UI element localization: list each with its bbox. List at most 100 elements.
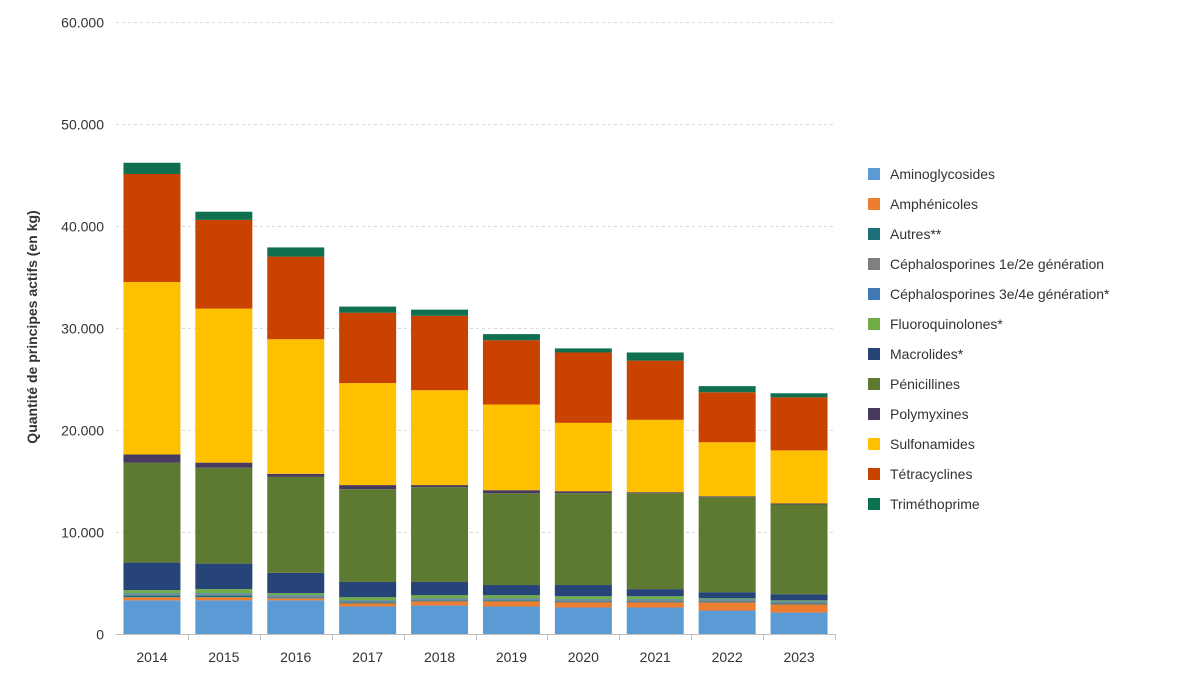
bar-segment[interactable] bbox=[195, 467, 253, 564]
bar-segment[interactable] bbox=[411, 599, 469, 601]
bar-segment[interactable] bbox=[554, 607, 612, 634]
bar-segment[interactable] bbox=[626, 493, 684, 590]
bar-segment[interactable] bbox=[482, 599, 540, 601]
bar-segment[interactable] bbox=[123, 454, 181, 463]
bar-segment[interactable] bbox=[770, 612, 828, 634]
bar-segment[interactable] bbox=[626, 602, 684, 608]
bar-segment[interactable] bbox=[267, 597, 325, 599]
bar-segment[interactable] bbox=[698, 598, 756, 600]
bar-segment[interactable] bbox=[482, 598, 540, 600]
bar-segment[interactable] bbox=[482, 490, 540, 494]
bar-segment[interactable] bbox=[770, 600, 828, 602]
bar-segment[interactable] bbox=[339, 603, 397, 607]
bar-segment[interactable] bbox=[411, 309, 469, 316]
bar-segment[interactable] bbox=[626, 607, 684, 634]
bar-segment[interactable] bbox=[698, 601, 756, 603]
bar-segment[interactable] bbox=[411, 315, 469, 391]
bar-segment[interactable] bbox=[698, 592, 756, 599]
legend-item[interactable]: Céphalosporines 1e/2e génération bbox=[868, 256, 1104, 272]
bar-segment[interactable] bbox=[123, 462, 181, 563]
bar-segment[interactable] bbox=[411, 581, 469, 596]
legend-item[interactable]: Pénicillines bbox=[868, 376, 960, 392]
bar-segment[interactable] bbox=[626, 601, 684, 603]
bar-segment[interactable] bbox=[626, 492, 684, 494]
legend-item[interactable]: Céphalosporines 3e/4e génération* bbox=[868, 286, 1110, 302]
bar-segment[interactable] bbox=[267, 595, 325, 597]
bar-segment[interactable] bbox=[482, 595, 540, 599]
bar-segment[interactable] bbox=[554, 585, 612, 597]
bar-segment[interactable] bbox=[195, 595, 253, 598]
bar-segment[interactable] bbox=[339, 312, 397, 384]
bar-segment[interactable] bbox=[626, 589, 684, 597]
bar-segment[interactable] bbox=[195, 597, 253, 601]
legend-item[interactable]: Tétracyclines bbox=[868, 466, 972, 482]
bar-segment[interactable] bbox=[195, 600, 253, 634]
bar-segment[interactable] bbox=[482, 585, 540, 596]
bar-segment[interactable] bbox=[195, 308, 253, 463]
bar-segment[interactable] bbox=[554, 493, 612, 586]
bar-segment[interactable] bbox=[554, 599, 612, 601]
bar-segment[interactable] bbox=[411, 601, 469, 606]
bar-segment[interactable] bbox=[339, 606, 397, 634]
bar-segment[interactable] bbox=[267, 598, 325, 601]
bar-segment[interactable] bbox=[770, 602, 828, 604]
bar-segment[interactable] bbox=[339, 601, 397, 603]
bar-segment[interactable] bbox=[554, 422, 612, 492]
bar-segment[interactable] bbox=[698, 602, 756, 611]
bar-segment[interactable] bbox=[626, 600, 684, 602]
legend-item[interactable]: Fluoroquinolones* bbox=[868, 316, 1003, 332]
bar-segment[interactable] bbox=[698, 442, 756, 497]
legend-item[interactable]: Sulfonamides bbox=[868, 436, 975, 452]
bar-segment[interactable] bbox=[411, 390, 469, 486]
bar-segment[interactable] bbox=[770, 604, 828, 613]
bar-segment[interactable] bbox=[770, 601, 828, 603]
bar-segment[interactable] bbox=[698, 497, 756, 593]
bar-segment[interactable] bbox=[698, 392, 756, 443]
bar-segment[interactable] bbox=[482, 493, 540, 586]
bar-segment[interactable] bbox=[339, 581, 397, 598]
bar-segment[interactable] bbox=[123, 597, 181, 601]
bar-segment[interactable] bbox=[123, 594, 181, 596]
legend-item[interactable]: Triméthoprime bbox=[868, 496, 980, 512]
bar-segment[interactable] bbox=[195, 211, 253, 220]
bar-segment[interactable] bbox=[267, 247, 325, 257]
bar-segment[interactable] bbox=[554, 601, 612, 603]
bar-segment[interactable] bbox=[339, 602, 397, 604]
bar-segment[interactable] bbox=[770, 393, 828, 398]
bar-segment[interactable] bbox=[195, 462, 253, 468]
bar-segment[interactable] bbox=[411, 485, 469, 488]
legend-item[interactable]: Aminoglycosides bbox=[868, 166, 995, 182]
bar-segment[interactable] bbox=[123, 173, 181, 283]
bar-segment[interactable] bbox=[411, 600, 469, 602]
bar-segment[interactable] bbox=[554, 602, 612, 608]
bar-segment[interactable] bbox=[339, 597, 397, 601]
bar-segment[interactable] bbox=[482, 601, 540, 607]
bar-segment[interactable] bbox=[698, 599, 756, 601]
bar-segment[interactable] bbox=[411, 605, 469, 634]
bar-segment[interactable] bbox=[770, 503, 828, 505]
bar-segment[interactable] bbox=[554, 352, 612, 423]
bar-segment[interactable] bbox=[267, 596, 325, 598]
bar-segment[interactable] bbox=[195, 594, 253, 596]
bar-segment[interactable] bbox=[267, 600, 325, 634]
bar-segment[interactable] bbox=[339, 306, 397, 313]
bar-segment[interactable] bbox=[411, 595, 469, 599]
bar-segment[interactable] bbox=[770, 504, 828, 595]
legend-item[interactable]: Polymyxines bbox=[868, 406, 969, 422]
bar-segment[interactable] bbox=[267, 339, 325, 474]
bar-segment[interactable] bbox=[267, 476, 325, 573]
bar-segment[interactable] bbox=[267, 593, 325, 596]
bar-segment[interactable] bbox=[554, 348, 612, 353]
bar-segment[interactable] bbox=[626, 599, 684, 601]
bar-segment[interactable] bbox=[626, 419, 684, 493]
bar-segment[interactable] bbox=[123, 162, 181, 174]
bar-segment[interactable] bbox=[770, 397, 828, 451]
bar-segment[interactable] bbox=[770, 450, 828, 504]
bar-segment[interactable] bbox=[267, 572, 325, 594]
bar-segment[interactable] bbox=[411, 598, 469, 600]
bar-segment[interactable] bbox=[698, 600, 756, 602]
legend-item[interactable]: Macrolides* bbox=[868, 346, 964, 362]
bar-segment[interactable] bbox=[195, 219, 253, 309]
bar-segment[interactable] bbox=[554, 600, 612, 602]
bar-segment[interactable] bbox=[626, 352, 684, 361]
